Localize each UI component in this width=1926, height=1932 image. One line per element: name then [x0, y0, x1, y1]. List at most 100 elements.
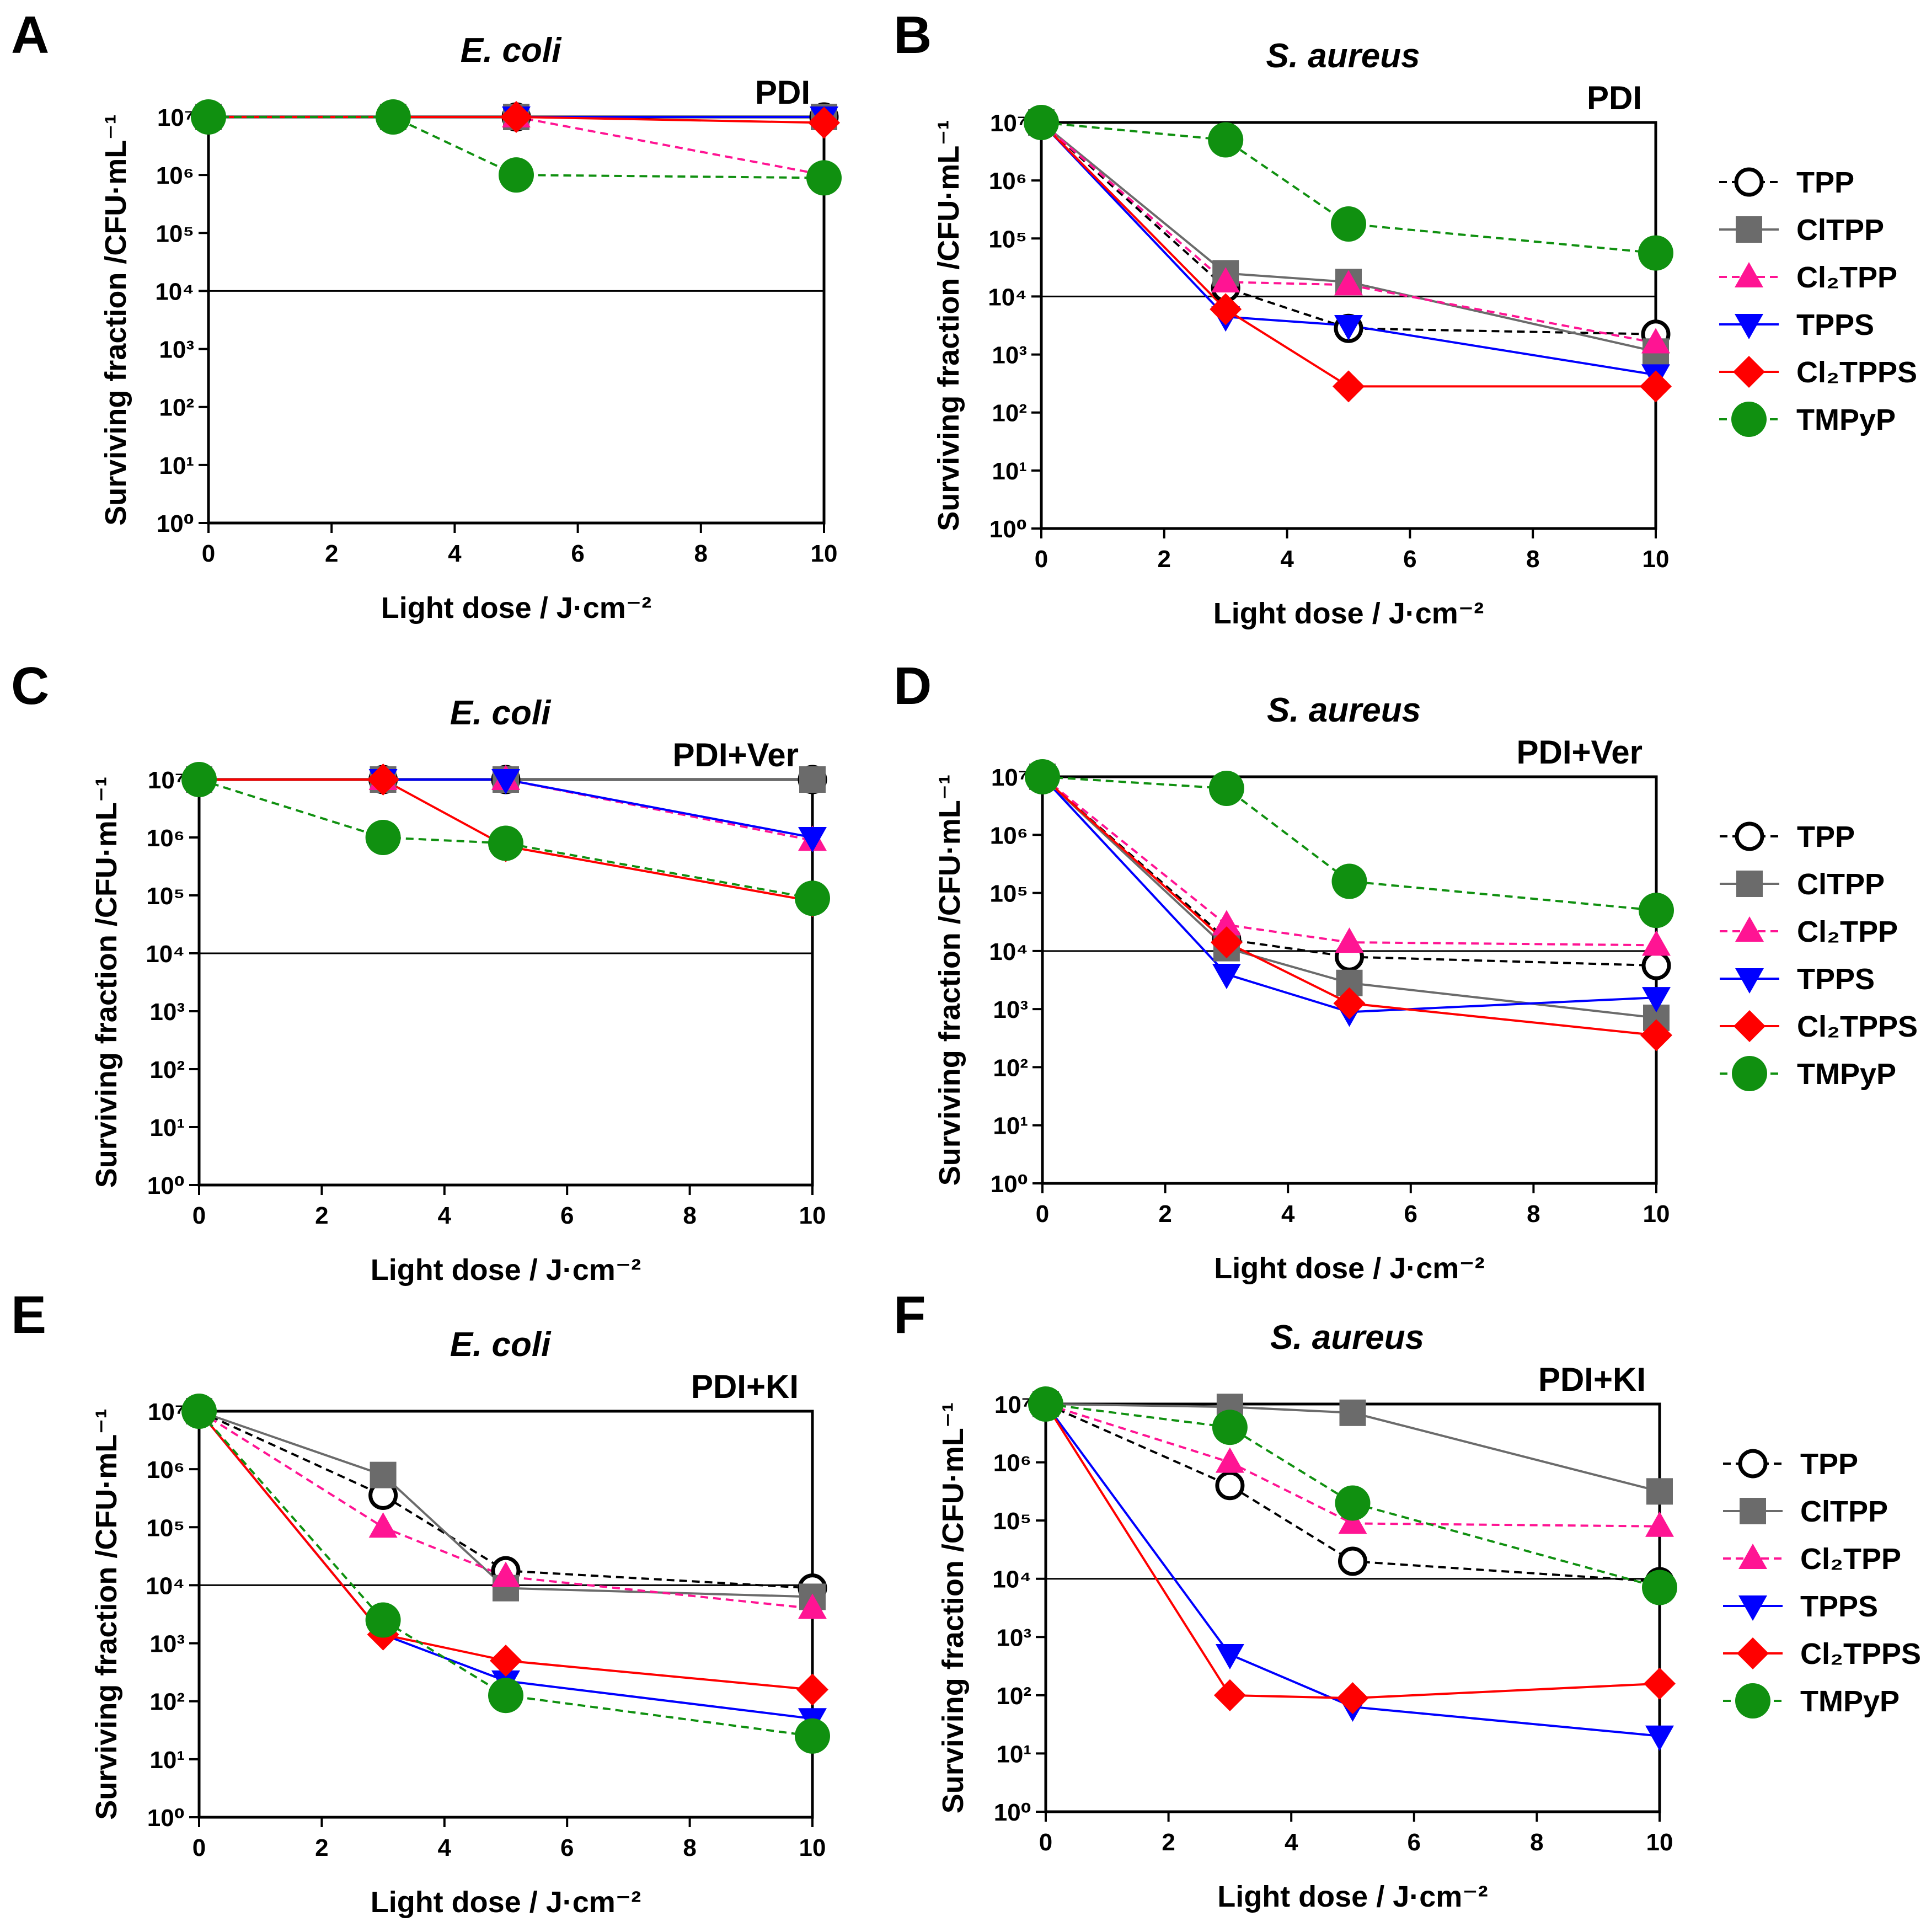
x-tick-label: 10 — [811, 540, 838, 567]
data-point-tmpyp — [1208, 771, 1244, 807]
x-tick-label: 10 — [799, 1202, 826, 1229]
panel-letter: D — [894, 657, 932, 716]
y-tick-label: 10⁴ — [146, 941, 185, 968]
x-tick-label: 4 — [1280, 546, 1294, 573]
data-point-cl2tpps — [1640, 1019, 1672, 1052]
legend-item-cl2tpps: Cl₂TPPS — [1723, 1637, 1921, 1671]
legend-label: TPPS — [1800, 1590, 1878, 1623]
data-point-tpps — [1642, 987, 1671, 1013]
legend-item-tmpyp: TMPyP — [1720, 1056, 1896, 1091]
x-tick-label: 8 — [683, 1834, 696, 1861]
x-tick-label: 10 — [799, 1834, 826, 1861]
x-tick-label: 4 — [1281, 1200, 1295, 1227]
chart-title: S. aureus — [1270, 1319, 1424, 1357]
y-tick-label: 10⁵ — [993, 1508, 1031, 1535]
x-tick-label: 6 — [560, 1202, 574, 1229]
plot-frame — [197, 1410, 814, 1819]
y-tick-label: 10² — [992, 400, 1027, 427]
y-tick-label: 10⁴ — [992, 1566, 1031, 1593]
series-line-cl2tpps — [1040, 121, 1656, 388]
data-point-cl2tpps — [490, 1645, 522, 1677]
series-line-tmpyp — [1045, 1403, 1660, 1589]
legend-label: TPPS — [1796, 308, 1874, 341]
series-line-tmpyp — [199, 778, 813, 900]
panel-a: A E. coli PDI 0 2 4 6 8 10 10⁰ 10¹ 10² 10³ 10⁴ 10⁵ 10⁶ 1… — [11, 6, 842, 625]
y-tick-label: 10⁷ — [157, 104, 194, 131]
x-tick-label: 0 — [1035, 546, 1048, 573]
data-point-tmpyp — [1639, 893, 1674, 928]
legend-item-tpps: TPPS — [1719, 308, 1874, 341]
x-tick-label: 2 — [1158, 1200, 1171, 1227]
series-line-tmpyp — [1042, 776, 1657, 912]
legend-label: ClTPP — [1797, 868, 1885, 901]
y-tick-label: 10³ — [159, 337, 194, 364]
y-axis-label: Surviving fraction /CFU·mL⁻¹ — [99, 114, 132, 526]
panel-f: F S. aureus PDI+KI 0 2 4 6 8 10 10⁰ 10¹ 10² 10³ 10⁴ 10… — [894, 1285, 1921, 1913]
legend-label: Cl₂TPP — [1800, 1543, 1901, 1576]
legend-marker — [1738, 1595, 1767, 1621]
legend-marker — [1734, 1010, 1766, 1042]
data-point-cl2tpp — [1335, 927, 1364, 953]
series-line-cltpp — [1045, 1403, 1660, 1493]
y-tick-label: 10¹ — [996, 1741, 1031, 1768]
x-tick-label: 2 — [325, 540, 338, 567]
x-axis-label: Light dose / J·cm⁻² — [371, 1886, 641, 1919]
legend-item-cltpp: ClTPP — [1719, 214, 1884, 247]
legend-item-cl2tpps: Cl₂TPPS — [1720, 1010, 1918, 1043]
y-tick-label: 10³ — [149, 1631, 185, 1658]
series-line-cltpp — [1040, 121, 1656, 353]
chart-title: E. coli — [461, 31, 562, 70]
data-point-cl2tpp — [1642, 930, 1671, 956]
y-tick-label: 10⁰ — [989, 516, 1027, 543]
y-tick-label: 10⁷ — [148, 1399, 185, 1426]
panel-letter: B — [894, 6, 932, 65]
chart-title: E. coli — [450, 1326, 552, 1364]
chart-title: S. aureus — [1267, 691, 1421, 729]
data-point-tmpyp — [191, 99, 226, 135]
legend-item-cl2tpp: Cl₂TPP — [1719, 261, 1897, 294]
legend-label: Cl₂TPP — [1796, 261, 1897, 294]
x-tick-label: 0 — [192, 1202, 206, 1229]
legend-marker — [1738, 1544, 1767, 1569]
data-point-cl2tpp — [491, 1561, 520, 1587]
data-point-cl2tpps — [1210, 926, 1243, 959]
data-point-tpp — [1215, 1471, 1245, 1501]
legend-marker — [1735, 916, 1764, 942]
x-tick-label: 0 — [192, 1834, 206, 1861]
y-tick-label: 10¹ — [992, 458, 1027, 485]
y-tick-label: 10⁵ — [146, 1514, 185, 1541]
panel-letter: A — [11, 6, 49, 65]
y-tick-label: 10² — [996, 1683, 1031, 1710]
x-tick-label: 4 — [448, 540, 462, 567]
panel-letter: E — [11, 1285, 46, 1344]
x-tick-label: 8 — [694, 540, 708, 567]
legend-label: ClTPP — [1796, 214, 1884, 247]
y-tick-label: 10² — [159, 394, 194, 421]
legend-item-cl2tpp: Cl₂TPP — [1720, 915, 1898, 948]
data-point-cl2tpp — [1334, 270, 1363, 296]
legend-label: Cl₂TPP — [1797, 915, 1898, 948]
x-tick-label: 8 — [1526, 546, 1539, 573]
data-point-cltpp — [1646, 1478, 1673, 1505]
data-point-tmpyp — [1642, 1570, 1677, 1605]
series-line-cl2tpps — [198, 1410, 813, 1691]
legend-label: TPP — [1797, 820, 1855, 853]
legend-item-cl2tpps: Cl₂TPPS — [1719, 356, 1917, 389]
x-tick-label: 6 — [560, 1834, 574, 1861]
data-point-tmpyp — [365, 820, 401, 855]
legend-item-cltpp: ClTPP — [1720, 868, 1885, 901]
data-point-cl2tpp — [798, 1593, 827, 1619]
legend-marker — [1735, 968, 1764, 994]
data-point-cl2tpps — [1333, 987, 1366, 1020]
x-tick-label: 2 — [1158, 546, 1171, 573]
treatment-label: PDI+KI — [1538, 1361, 1646, 1398]
series-line-tpp — [199, 1410, 813, 1589]
data-point-tpps — [1212, 963, 1241, 989]
panel-e: E E. coli PDI+KI 0 2 4 6 8 10 10⁰ 10¹ 10² 10³ 10⁴ 10⁵ 1… — [11, 1285, 830, 1919]
plot-frame — [1044, 1402, 1661, 1813]
data-point-tmpyp — [1212, 1410, 1248, 1445]
data-point-tpps — [491, 769, 520, 794]
y-axis-label: Surviving fraction /CFU·mL⁻¹ — [937, 1402, 970, 1814]
data-point-cl2tpps — [1644, 1667, 1676, 1700]
